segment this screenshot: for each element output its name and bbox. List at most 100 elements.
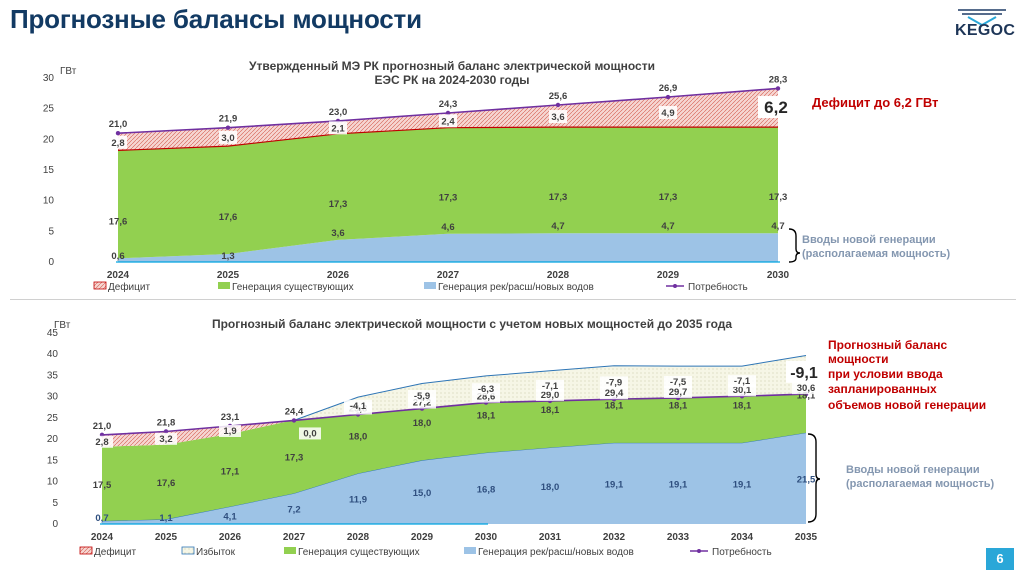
label-deficit-2025: 3,0	[221, 133, 234, 144]
label-deficit-bg-2027	[439, 114, 457, 128]
chart-top: Утвержденный МЭ РК прогнозный баланс эле…	[43, 59, 951, 293]
label2-new-gen-2035: 21,5	[797, 474, 816, 485]
label2-deficit-2024: 2,8	[95, 437, 108, 448]
label-existing-2029: 17,3	[659, 192, 678, 203]
label2-demand-2032-bg	[600, 387, 628, 400]
label-demand-2028: 25,6	[549, 91, 568, 102]
label2-existing-2034: 18,1	[733, 401, 752, 412]
chart-bottom-title: Прогнозный баланс электрической мощности…	[212, 317, 732, 331]
label-demand-2029: 26,9	[659, 83, 678, 94]
x-tick-2025: 2025	[217, 270, 240, 281]
chart-bottom-note-line1: Вводы новой генерации	[846, 464, 980, 476]
kegoc-logo-icon	[958, 9, 1006, 27]
label2-demand-2029-bg	[408, 396, 436, 409]
label2-new-gen-2024: 0,7	[95, 513, 108, 524]
callout-line-3: при условии ввода	[828, 367, 943, 381]
label2-existing-2024: 17,5	[93, 480, 112, 491]
legend2-existing-label: Генерация существующих	[298, 547, 420, 558]
x2-tick-2024: 2024	[91, 532, 114, 543]
label-existing-2026: 17,3	[329, 199, 348, 210]
label2-existing-2026: 17,1	[221, 466, 240, 477]
label2-existing-2033: 18,1	[669, 401, 688, 412]
label-new-gen-2030: 4,7	[771, 221, 784, 232]
y-tick-10: 10	[43, 196, 55, 207]
callout-line-2: мощности	[828, 352, 889, 366]
area2-new-generation	[102, 432, 806, 524]
label2-surplus-2033-bg	[664, 376, 692, 389]
label2-deficit-2025: 3,2	[159, 434, 172, 445]
label-demand-2030: 28,3	[769, 74, 788, 85]
area2-existing-generation	[102, 355, 806, 521]
label2-existing-2028: 18,0	[349, 431, 368, 442]
legend2-surplus-swatch	[181, 546, 195, 555]
x2-tick-2026: 2026	[219, 532, 242, 543]
x-tick-2028: 2028	[547, 270, 570, 281]
chart-top-legend: Дефицит Генерация существующих Генерация…	[93, 281, 748, 293]
label2-new-gen-2029: 15,0	[413, 488, 432, 499]
legend-existing-label: Генерация существующих	[232, 282, 354, 293]
y2-tick-0: 0	[52, 519, 58, 530]
y-tick-25: 25	[43, 104, 55, 115]
label2-demand-2025: 21,8	[157, 417, 176, 428]
label2-existing-2027: 17,3	[285, 453, 304, 464]
label2-surplus-2029: -5,9	[414, 391, 430, 402]
y-tick-0: 0	[48, 257, 54, 268]
y2-tick-30: 30	[47, 392, 59, 403]
label-existing-2030: 17,3	[769, 192, 788, 203]
label2-demand-2028: 25,8	[349, 403, 368, 414]
label2-demand-2029: 27,2	[413, 398, 432, 409]
existing-top-edge	[117, 126, 778, 151]
label2-deficit-2025-bg	[155, 432, 177, 445]
chart-top-unit: ГВт	[60, 66, 77, 77]
legend2-deficit-swatch	[79, 546, 93, 555]
chart-bottom-note-line2: (располагаемая мощность)	[846, 478, 995, 490]
demand2-point-2030	[483, 400, 489, 405]
label2-new-gen-2034: 19,1	[733, 479, 752, 490]
legend2-new-gen-swatch	[464, 547, 476, 554]
label2-surplus-2030-bg	[472, 383, 500, 396]
label2-demand-2028-bg	[344, 402, 372, 415]
x2-tick-2035: 2035	[795, 532, 818, 543]
demand2-point-2027	[291, 418, 297, 423]
chart-top-bracket	[788, 228, 801, 263]
demand-point-2025	[225, 125, 231, 130]
label2-demand-2027: 24,4	[285, 406, 304, 417]
chart-bottom-data-labels: 0,7 17,5 21,0 2,8 1,1 17,6 21,8 3,2 4,1 17,1 23,1 1…	[91, 360, 822, 524]
x2-tick-2030: 2030	[475, 532, 498, 543]
label2-demand-2026: 23,1	[221, 412, 240, 423]
label2-demand-2031: 29,0	[541, 390, 560, 401]
legend2-demand-label: Потребность	[712, 546, 772, 558]
label2-demand-2034: 30,1	[733, 385, 752, 396]
chart-bottom-callout: Прогнозный баланс мощности при условии в…	[828, 338, 986, 412]
y2-tick-45: 45	[47, 328, 59, 339]
chart-top-note-line2: (располагаемая мощность)	[802, 248, 951, 260]
demand-point-2027	[445, 110, 451, 116]
area2-surplus	[294, 355, 806, 421]
legend-demand-marker	[673, 284, 677, 288]
label-deficit-bg-2028	[549, 110, 567, 124]
label-demand-2027: 24,3	[439, 99, 458, 110]
label-new-gen-2025: 1,3	[221, 251, 234, 262]
label2-surplus-2032: -7,9	[606, 377, 622, 388]
chart-bottom-unit: ГВт	[54, 320, 71, 331]
label2-demand-2033: 29,7	[669, 387, 688, 398]
legend2-existing-swatch	[284, 547, 296, 554]
y2-tick-20: 20	[47, 434, 59, 445]
x2-tick-2029: 2029	[411, 532, 434, 543]
legend-deficit-swatch	[93, 281, 107, 290]
label-new-gen-2024: 0,6	[111, 251, 124, 262]
label-deficit-bg-2024	[109, 135, 127, 149]
label2-existing-2031: 18,1	[541, 405, 560, 416]
label2-surplus-2031: -7,1	[542, 381, 559, 392]
x2-tick-2027: 2027	[283, 532, 306, 543]
label-deficit-2029: 4,9	[661, 108, 674, 119]
y2-tick-5: 5	[52, 498, 58, 509]
label2-surplus-2030: -6,3	[478, 384, 494, 395]
label2-existing-2035: 18,1	[797, 390, 816, 401]
label2-surplus-2029-bg	[408, 390, 436, 403]
chart-top-note-line1: Вводы новой генерации	[802, 234, 936, 246]
x2-tick-2034: 2034	[731, 532, 754, 543]
label2-demand-2030: 28,6	[477, 392, 496, 403]
label-new-gen-2028: 4,7	[551, 221, 564, 232]
chart-top-areas	[115, 86, 781, 262]
